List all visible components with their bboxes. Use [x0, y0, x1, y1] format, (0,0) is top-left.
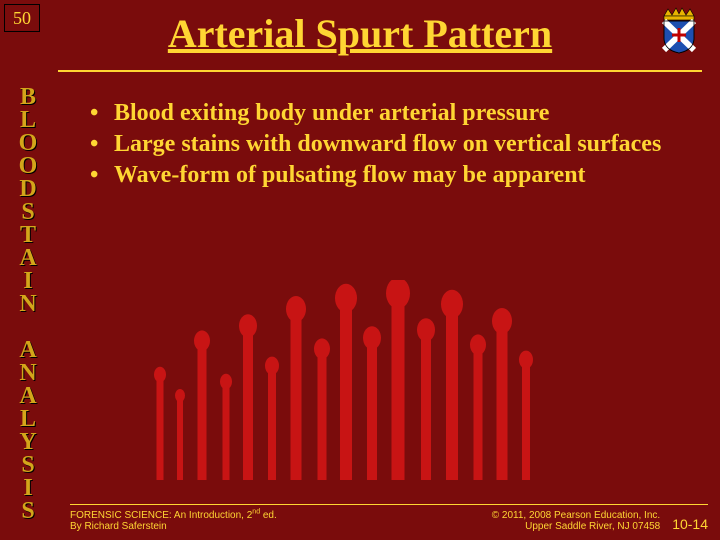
footer-book-title: FORENSIC SCIENCE: An Introduction, 2nd e… — [70, 510, 277, 521]
side-label-text: BLOODSTAIN ANALYSIS — [16, 84, 40, 521]
bullet-item: Blood exiting body under arterial pressu… — [90, 100, 680, 127]
footer-left: FORENSIC SCIENCE: An Introduction, 2nd e… — [70, 509, 277, 532]
footer-address: Upper Saddle River, NJ 07458 — [525, 521, 660, 532]
footer-author: By Richard Saferstein — [70, 521, 167, 532]
footer-right-wrap: © 2011, 2008 Pearson Education, Inc. Upp… — [492, 510, 708, 532]
title-underline-rule — [58, 70, 702, 72]
footer-page-number: 10-14 — [672, 516, 708, 532]
bullet-item: Wave-form of pulsating flow may be appar… — [90, 162, 680, 189]
bullet-list: Blood exiting body under arterial pressu… — [90, 100, 680, 193]
bullet-item: Large stains with downward flow on verti… — [90, 131, 680, 158]
footer-copyright: © 2011, 2008 Pearson Education, Inc. — [492, 510, 660, 521]
footer: FORENSIC SCIENCE: An Introduction, 2nd e… — [70, 504, 708, 532]
title-container: Arterial Spurt Pattern — [0, 10, 720, 59]
vertical-side-label: BLOODSTAIN ANALYSIS — [4, 84, 52, 524]
arterial-spurt-graphic — [140, 280, 560, 480]
footer-right: © 2011, 2008 Pearson Education, Inc. Upp… — [492, 510, 660, 532]
slide-title: Arterial Spurt Pattern — [168, 10, 552, 59]
